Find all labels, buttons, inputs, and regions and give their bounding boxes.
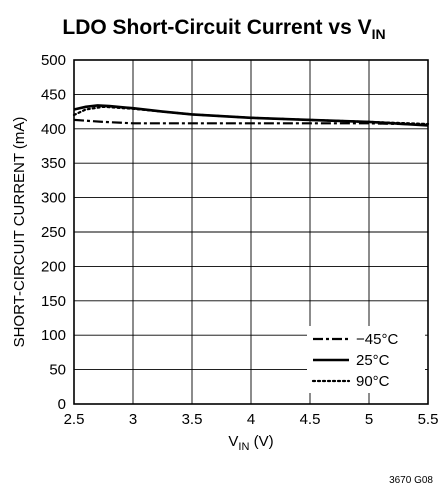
y-tick-label: 100	[41, 327, 66, 344]
x-axis-label: VIN (V)	[228, 433, 273, 453]
y-tick-label: 450	[41, 86, 66, 103]
y-tick-label: 400	[41, 121, 66, 138]
legend-label-0: −45°C	[356, 331, 398, 348]
legend-label-1: 25°C	[356, 352, 390, 369]
legend: −45°C 25°C 90°C	[307, 326, 425, 393]
x-tick-label: 4.5	[300, 411, 321, 428]
chart-title-subscript: IN	[372, 26, 386, 42]
y-tick-label: 50	[49, 362, 66, 379]
x-axis-label-unit: (V)	[249, 433, 273, 450]
x-tick-label: 5.5	[418, 411, 439, 428]
x-axis-label-subscript: IN	[238, 441, 249, 453]
grid	[74, 60, 428, 404]
y-tick-label: 250	[41, 224, 66, 241]
x-tick-label: 5	[365, 411, 373, 428]
series-line-2	[72, 105, 430, 126]
x-tick-label: 4	[247, 411, 255, 428]
chart-title-main: LDO Short-Circuit Current vs V	[62, 16, 371, 39]
chart-title: LDO Short-Circuit Current vs VIN	[62, 16, 385, 42]
y-tick-label: 0	[58, 396, 66, 413]
x-tick-label: 3.5	[182, 411, 203, 428]
y-tick-label: 500	[41, 52, 66, 69]
figure-id: 3670 G08	[389, 475, 433, 486]
x-tick-label: 3	[129, 411, 137, 428]
x-tick-labels: 2.5 3 3.5 4 4.5 5 5.5	[64, 411, 439, 428]
y-tick-label: 200	[41, 258, 66, 275]
x-axis-label-main: V	[228, 433, 238, 450]
series-line-0	[73, 118, 429, 126]
plot-frame	[73, 59, 429, 405]
y-axis-label: SHORT-CIRCUIT CURRENT (mA)	[11, 117, 28, 348]
y-tick-labels: 0 50 100 150 200 250 300 350 400 450 500	[41, 52, 66, 413]
y-tick-label: 300	[41, 190, 66, 207]
legend-label-2: 90°C	[356, 373, 390, 390]
x-tick-label: 2.5	[64, 411, 85, 428]
y-tick-label: 150	[41, 293, 66, 310]
y-tick-label: 350	[41, 155, 66, 172]
series-layer	[72, 104, 430, 127]
